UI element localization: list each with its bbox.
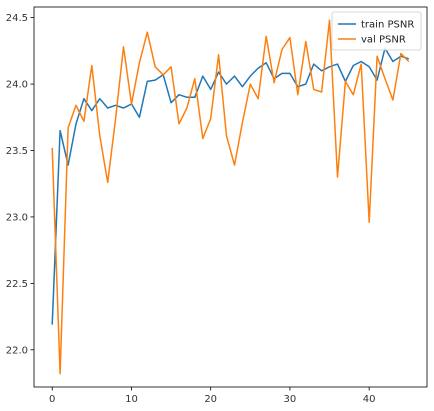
x-tick-label: 30 xyxy=(284,394,297,405)
x-axis: 0 10 20 30 40 xyxy=(49,387,376,405)
y-axis: 22.0 22.5 23.0 23.5 24.0 24.5 xyxy=(6,13,34,356)
x-tick-label: 0 xyxy=(49,394,55,405)
legend-label-0: train PSNR xyxy=(361,20,414,31)
series-line-1 xyxy=(51,19,410,375)
legend-box xyxy=(331,11,422,51)
y-tick-label: 24.0 xyxy=(6,80,28,91)
y-tick-label: 24.5 xyxy=(6,13,28,24)
x-tick-label: 20 xyxy=(204,394,217,405)
plot-frame xyxy=(33,6,428,388)
y-tick-label: 23.0 xyxy=(6,212,28,223)
x-tick-label: 40 xyxy=(363,394,376,405)
y-tick-label: 23.5 xyxy=(6,146,28,157)
legend-label-1: val PSNR xyxy=(361,35,406,46)
series-line-0 xyxy=(51,47,410,325)
x-tick-label: 10 xyxy=(125,394,138,405)
y-tick-label: 22.5 xyxy=(6,279,28,290)
legend: train PSNR val PSNR xyxy=(331,11,422,51)
y-tick-label: 22.0 xyxy=(6,345,28,356)
series-layer xyxy=(51,19,410,375)
